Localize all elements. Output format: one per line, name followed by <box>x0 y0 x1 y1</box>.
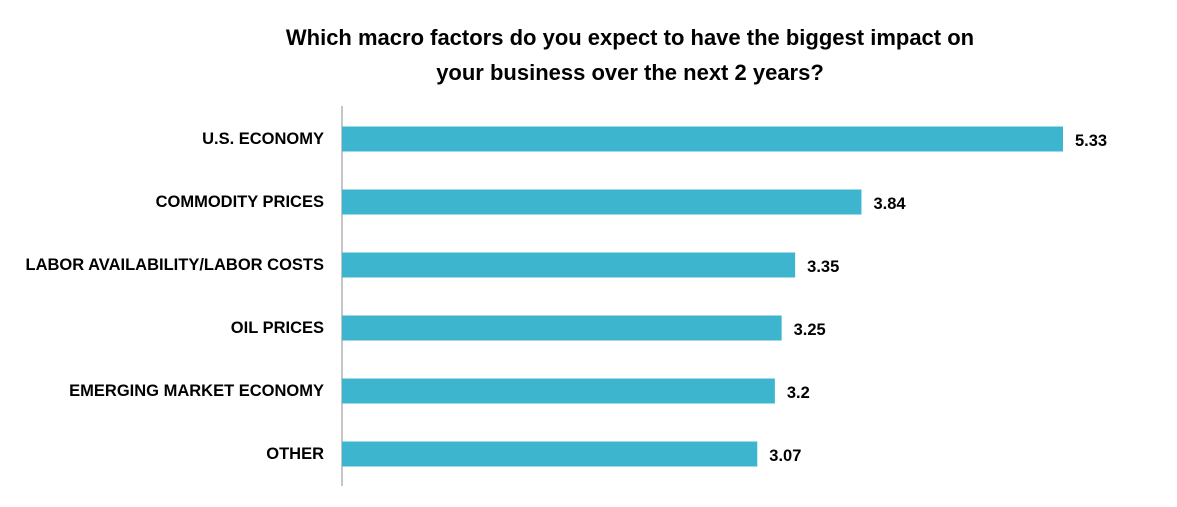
bar <box>342 126 1063 152</box>
category-label: OTHER <box>266 445 324 463</box>
category-label: COMMODITY PRICES <box>156 193 324 211</box>
bar <box>342 252 796 278</box>
bar <box>342 441 758 467</box>
data-label: 3.35 <box>807 258 839 276</box>
bar <box>342 315 782 341</box>
chart-title-line-1: Which macro factors do you expect to hav… <box>285 25 975 50</box>
data-label: 3.07 <box>769 447 801 465</box>
data-label: 5.33 <box>1075 132 1107 150</box>
category-label: LABOR AVAILABILITY/LABOR COSTS <box>25 256 324 274</box>
category-label: U.S. ECONOMY <box>202 130 324 148</box>
category-label: OIL PRICES <box>231 319 324 337</box>
category-label: EMERGING MARKET ECONOMY <box>69 382 324 400</box>
chart-title-line-2: your business over the next 2 years? <box>436 60 824 85</box>
data-label: 3.25 <box>794 321 826 339</box>
data-label: 3.2 <box>787 384 810 402</box>
chart-title: Which macro factors do you expect to hav… <box>200 20 1060 90</box>
data-label: 3.84 <box>873 195 906 213</box>
bar <box>342 189 862 215</box>
bar <box>342 378 775 404</box>
